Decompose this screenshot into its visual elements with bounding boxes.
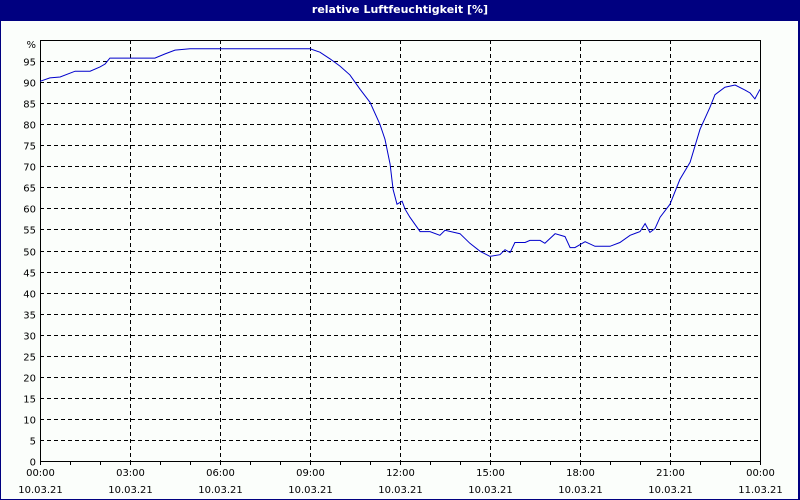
y-tick-label: 70 — [23, 163, 36, 174]
y-tick-label: 80 — [23, 121, 36, 132]
x-tick-time: 18:00 — [566, 468, 595, 479]
x-tick-date: 10.03.21 — [558, 485, 603, 496]
y-tick-label: 15 — [23, 395, 36, 406]
x-tick-time: 12:00 — [386, 468, 415, 479]
x-tick-time: 03:00 — [116, 468, 145, 479]
x-tick-time: 00:00 — [26, 468, 55, 479]
x-tick-date: 10.03.21 — [108, 485, 153, 496]
y-unit-label: % — [26, 40, 36, 51]
grid-lines — [40, 40, 760, 461]
x-tick-time: 21:00 — [656, 468, 685, 479]
y-tick-label: 90 — [23, 79, 36, 90]
chart-title: relative Luftfeuchtigkeit [%] — [0, 0, 800, 20]
x-tick-time: 15:00 — [476, 468, 505, 479]
x-axis-labels: 00:00 10.03.21 03:00 10.03.21 06:00 10.03.21 0… — [18, 468, 783, 496]
y-tick-label: 5 — [30, 437, 36, 448]
y-tick-label: 0 — [30, 458, 36, 469]
x-tick-time: 00:00 — [746, 468, 775, 479]
y-tick-label: 30 — [23, 332, 36, 343]
x-tick-date: 10.03.21 — [288, 485, 333, 496]
y-tick-label: 85 — [23, 100, 36, 111]
humidity-series-line — [39, 48, 761, 257]
y-tick-label: 10 — [23, 416, 36, 427]
y-tick-label: 20 — [23, 374, 36, 385]
y-tick-label: 95 — [23, 58, 36, 69]
y-tick-label: 50 — [23, 248, 36, 259]
x-tick-date: 10.03.21 — [648, 485, 693, 496]
y-axis-labels: 0 5 10 15 20 25 30 35 40 45 50 55 60 65 70 75 80 85 90 95% — [23, 40, 36, 469]
y-tick-label: 35 — [23, 311, 36, 322]
y-tick-label: 55 — [23, 226, 36, 237]
x-tick-time: 06:00 — [206, 468, 235, 479]
axes — [40, 40, 761, 465]
y-tick-label: 25 — [23, 353, 36, 364]
y-tick-label: 75 — [23, 142, 36, 153]
y-tick-label: 40 — [23, 290, 36, 301]
x-tick-date: 10.03.21 — [468, 485, 513, 496]
x-tick-date: 10.03.21 — [378, 485, 423, 496]
x-tick-date: 11.03.21 — [738, 485, 783, 496]
x-tick-date: 10.03.21 — [198, 485, 243, 496]
y-tick-label: 60 — [23, 205, 36, 216]
y-tick-label: 65 — [23, 184, 36, 195]
y-tick-label: 45 — [23, 269, 36, 280]
x-tick-time: 09:00 — [296, 468, 325, 479]
x-tick-date: 10.03.21 — [18, 485, 63, 496]
